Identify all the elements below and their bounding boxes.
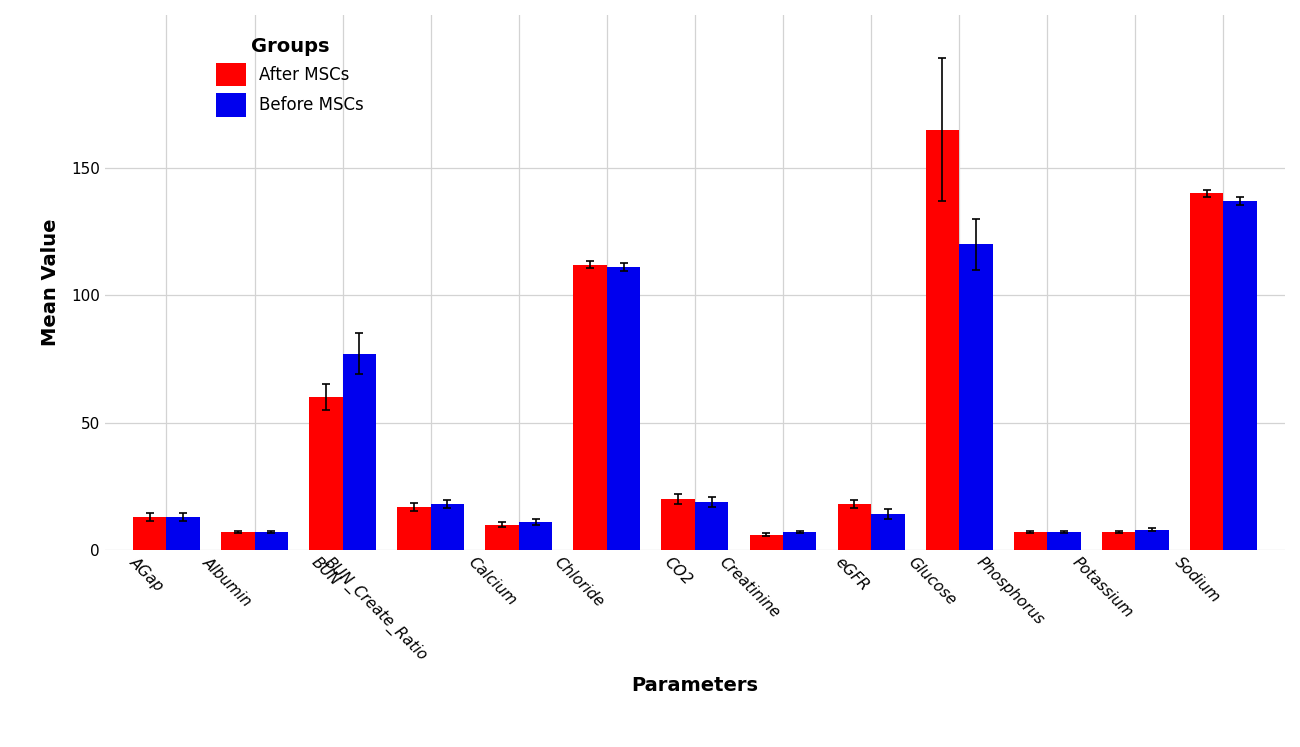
Bar: [1223, 201, 1257, 550]
Bar: [309, 397, 343, 550]
Bar: [871, 515, 905, 550]
Bar: [1190, 193, 1223, 550]
Bar: [1048, 532, 1080, 550]
Bar: [430, 504, 464, 550]
Bar: [959, 244, 993, 550]
Bar: [343, 354, 376, 550]
Bar: [398, 506, 430, 550]
Bar: [696, 502, 728, 550]
Bar: [662, 499, 696, 550]
Bar: [607, 267, 641, 550]
Legend: After MSCs, Before MSCs: After MSCs, Before MSCs: [208, 28, 372, 125]
Bar: [926, 130, 959, 550]
Bar: [750, 535, 783, 550]
Bar: [783, 532, 816, 550]
Bar: [573, 264, 607, 550]
Bar: [519, 522, 552, 550]
Bar: [1135, 530, 1169, 550]
Bar: [255, 532, 289, 550]
Y-axis label: Mean Value: Mean Value: [42, 219, 60, 347]
Bar: [133, 517, 166, 550]
Bar: [1102, 532, 1135, 550]
Bar: [485, 524, 519, 550]
Bar: [837, 504, 871, 550]
Bar: [1014, 532, 1048, 550]
Bar: [221, 532, 255, 550]
Bar: [166, 517, 200, 550]
X-axis label: Parameters: Parameters: [632, 675, 758, 695]
